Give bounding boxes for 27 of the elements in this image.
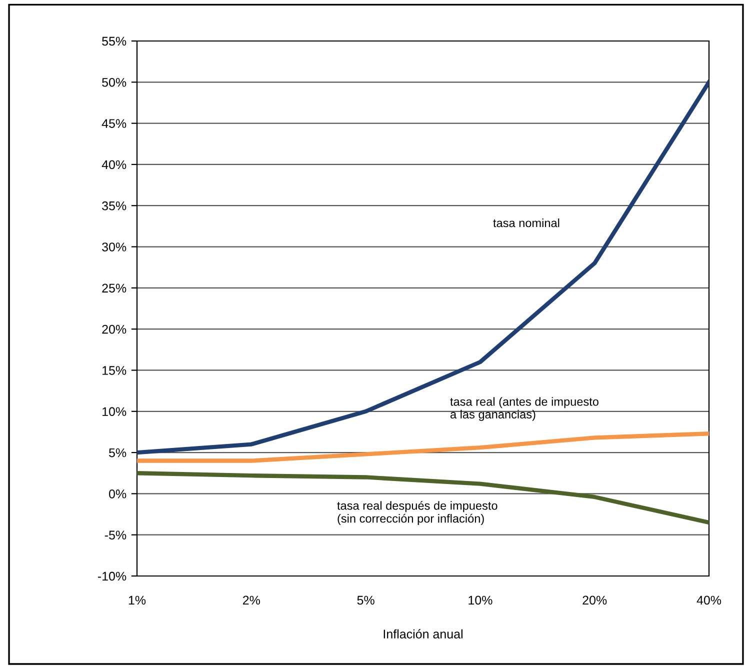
annotation: tasa real (antes de impuesto a las ganancias) xyxy=(450,397,598,421)
line-series xyxy=(137,80,709,455)
line-series xyxy=(137,432,709,463)
annotation: tasa nominal xyxy=(493,218,560,228)
y-tick-label: 25% xyxy=(102,284,126,293)
y-tick-label: 15% xyxy=(102,366,126,375)
y-tick-label: 20% xyxy=(102,324,126,334)
y-tick-label: 50% xyxy=(102,78,126,87)
y-tick-label: 55% xyxy=(102,36,126,46)
y-tick-label: 40% xyxy=(102,160,126,170)
x-tick-label: 2% xyxy=(242,596,260,605)
y-tick-label: 10% xyxy=(102,407,126,416)
x-tick-label: 10% xyxy=(468,596,492,605)
y-tick-label: -5% xyxy=(104,530,126,540)
y-tick-label: 5% xyxy=(109,448,126,458)
y-tick-label: 30% xyxy=(102,242,126,252)
annotation: tasa real después de impuesto (sin corrección por inflación) xyxy=(337,500,498,526)
y-tick-label: 45% xyxy=(102,119,126,128)
y-tick-label: 35% xyxy=(102,201,126,210)
x-tick-label: 20% xyxy=(582,596,607,605)
y-tick-label: -10% xyxy=(98,572,126,581)
x-tick-label: 5% xyxy=(357,596,374,605)
x-tick-label: 1% xyxy=(128,596,146,605)
line-series xyxy=(137,471,709,525)
x-tick-label: 40% xyxy=(696,596,722,605)
x-axis-title: Inflación anual xyxy=(384,629,462,638)
y-tick-label: 0% xyxy=(109,489,126,498)
